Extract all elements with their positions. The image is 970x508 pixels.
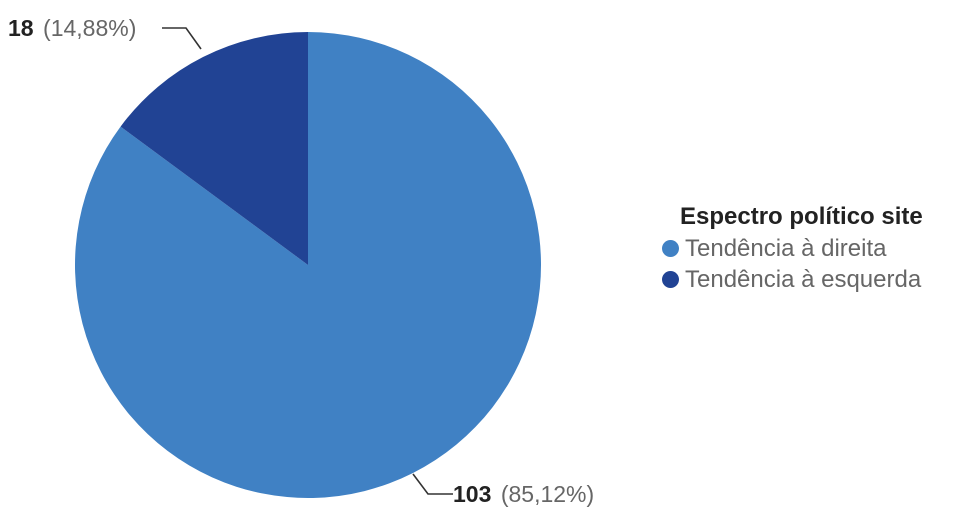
leader-line-left: [162, 27, 202, 50]
pie-slices: [75, 32, 541, 498]
legend-item-direita[interactable]: Tendência à direita: [662, 233, 923, 264]
leader-line-right: [412, 473, 453, 495]
legend-label: Tendência à direita: [685, 234, 887, 262]
svg-text:103 (85,12%): 103 (85,12%): [453, 481, 594, 507]
slice-label-right: 103 (85,12%): [412, 473, 594, 507]
pie-slice[interactable]: [120, 32, 308, 265]
slice-label-left: 18 (14,88%): [8, 15, 202, 50]
slice-percent-label: (85,12%): [501, 481, 594, 507]
legend-label: Tendência à esquerda: [685, 265, 922, 293]
legend-dot-icon: [662, 271, 679, 288]
chart-legend: Espectro político site Tendência à direi…: [662, 203, 923, 295]
slice-percent-label: (14,88%): [43, 15, 136, 41]
legend-item-esquerda[interactable]: Tendência à esquerda: [662, 264, 923, 295]
legend-title: Espectro político site: [680, 203, 923, 230]
slice-value-label: 18: [8, 15, 34, 41]
slice-value-label: 103: [453, 481, 491, 507]
legend-dot-icon: [662, 240, 679, 257]
svg-text:18 (14,88%): 18 (14,88%): [8, 15, 136, 41]
